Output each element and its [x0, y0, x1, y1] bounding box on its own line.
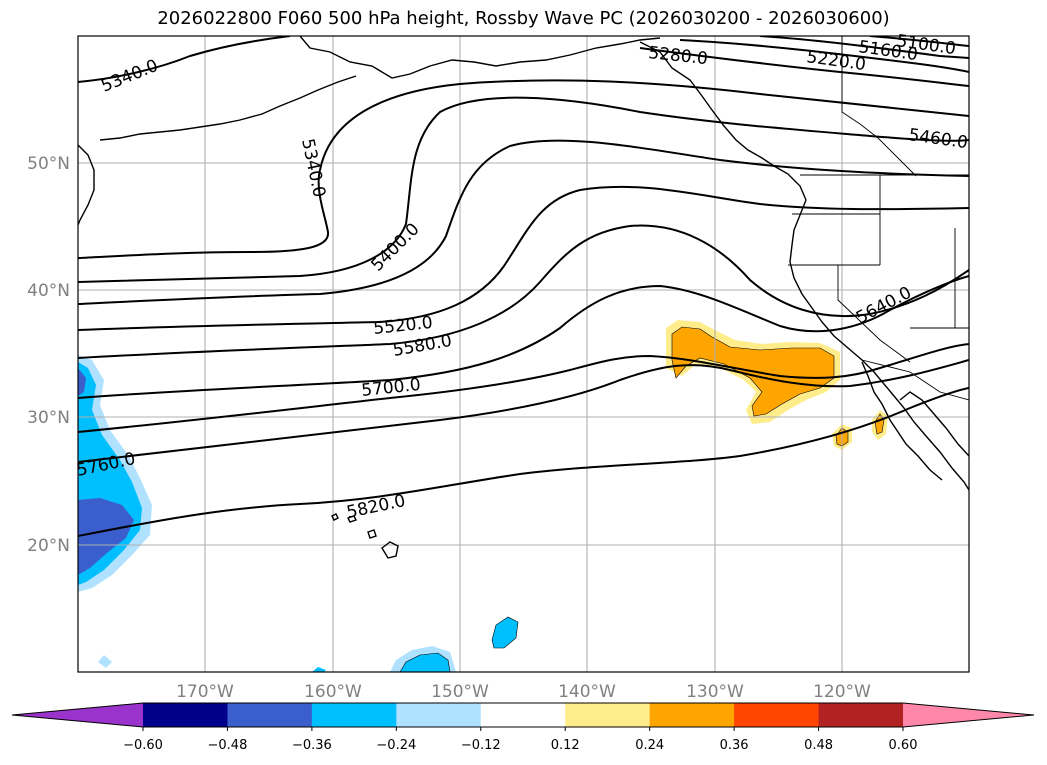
colorbar-segment	[311, 703, 397, 727]
lon-tick-160w: 160°W	[304, 682, 362, 702]
gulf-of-california	[899, 391, 969, 457]
contour-label-5340-west: 5340.0	[98, 56, 161, 97]
lon-tick-150w: 150°W	[431, 682, 489, 702]
colorbar-label: −0.60	[123, 738, 163, 753]
contour-5400	[78, 96, 969, 283]
colorbar-label: 0.12	[551, 738, 580, 753]
contour-5220	[679, 39, 969, 73]
contour-5280	[639, 47, 969, 87]
contour-5640	[78, 275, 969, 399]
contour-label-5700: 5700.0	[360, 375, 421, 401]
contour-5460	[78, 139, 969, 305]
colorbar-segment	[227, 703, 313, 727]
colorbar: −0.60 −0.48 −0.36 −0.24 −0.12 0.12 0.24 0.36 0.4…	[11, 702, 1035, 753]
negative-anomaly-south-2-core	[399, 652, 451, 672]
siberia-edge	[78, 144, 95, 226]
colorbar-segment	[396, 703, 482, 727]
map-title: 2026022800 F060 500 hPa height, Rossby W…	[157, 8, 890, 29]
colorbar-label: 0.24	[635, 738, 664, 753]
contour-5340-closed	[319, 79, 969, 171]
height-contours	[78, 36, 969, 537]
contour-5340-loop	[78, 169, 330, 259]
us-mexico-border	[861, 359, 969, 401]
colorbar-label: 0.36	[720, 738, 749, 753]
lat-tick-30n: 30°N	[27, 408, 70, 428]
state-border-ca-nv	[837, 265, 911, 363]
contour-5340-west	[78, 36, 291, 83]
aleutian-chain	[99, 75, 357, 141]
contour-labels: 5340.0 5340.0 5400.0 5280.0 5220.0 5160.…	[75, 31, 969, 523]
contour-5700	[78, 343, 969, 433]
alaska-canada-border	[841, 36, 917, 177]
colorbar-segment	[649, 703, 735, 727]
colorbar-label: 0.48	[804, 738, 833, 753]
negative-anomaly-south-3	[312, 667, 326, 672]
colorbar-label: −0.24	[376, 738, 416, 753]
colorbar-label: −0.36	[292, 738, 332, 753]
colorbar-segment	[143, 703, 228, 727]
hawaii-island-big	[381, 541, 399, 559]
contour-5580	[78, 224, 969, 359]
contour-5820	[78, 387, 969, 537]
lon-tick-170w: 170°W	[176, 682, 234, 702]
contour-5760	[78, 359, 969, 463]
colorbar-segment	[734, 703, 820, 727]
contour-5100	[869, 36, 969, 47]
negative-anomaly-west-north	[78, 368, 86, 396]
alaska-coast	[299, 36, 661, 79]
coastlines	[78, 36, 969, 559]
colorbar-extend-low	[12, 703, 143, 727]
hawaii-island-maui	[367, 529, 377, 539]
lat-tick-40n: 40°N	[27, 281, 70, 301]
contour-label-5340-mid: 5340.0	[297, 137, 329, 199]
lon-tick-120w: 120°W	[813, 682, 871, 702]
colorbar-label: −0.48	[208, 738, 248, 753]
hawaii-island-kauai	[331, 513, 339, 521]
negative-anomaly-south-4	[98, 655, 112, 668]
contour-5160	[759, 36, 969, 59]
us-west-coast	[789, 199, 969, 491]
map-frame	[77, 35, 970, 673]
hawaii-island-oahu	[347, 515, 357, 523]
longitude-ticks: 170°W 160°W 150°W 140°W 130°W 120°W	[176, 682, 871, 702]
latitude-ticks: 50°N 40°N 30°N 20°N	[27, 154, 70, 556]
lon-tick-140w: 140°W	[558, 682, 616, 702]
colorbar-extend-high	[903, 703, 1034, 727]
lon-tick-130w: 130°W	[686, 682, 744, 702]
contour-label-5820: 5820.0	[345, 491, 407, 523]
lat-tick-50n: 50°N	[27, 154, 70, 174]
colorbar-segment	[480, 703, 566, 727]
colorbar-label: −0.12	[461, 738, 501, 753]
colorbar-segment	[565, 703, 651, 727]
negative-anomaly-west-deep	[78, 498, 134, 575]
colorbar-label: 0.60	[889, 738, 918, 753]
negative-anomaly-south-1	[491, 616, 519, 649]
contour-label-5280: 5280.0	[647, 43, 708, 69]
contour-label-5460: 5460.0	[907, 125, 969, 153]
contour-5520	[78, 185, 969, 331]
lat-tick-20n: 20°N	[27, 536, 70, 556]
colorbar-segment	[818, 703, 904, 727]
bc-coast	[639, 41, 807, 201]
